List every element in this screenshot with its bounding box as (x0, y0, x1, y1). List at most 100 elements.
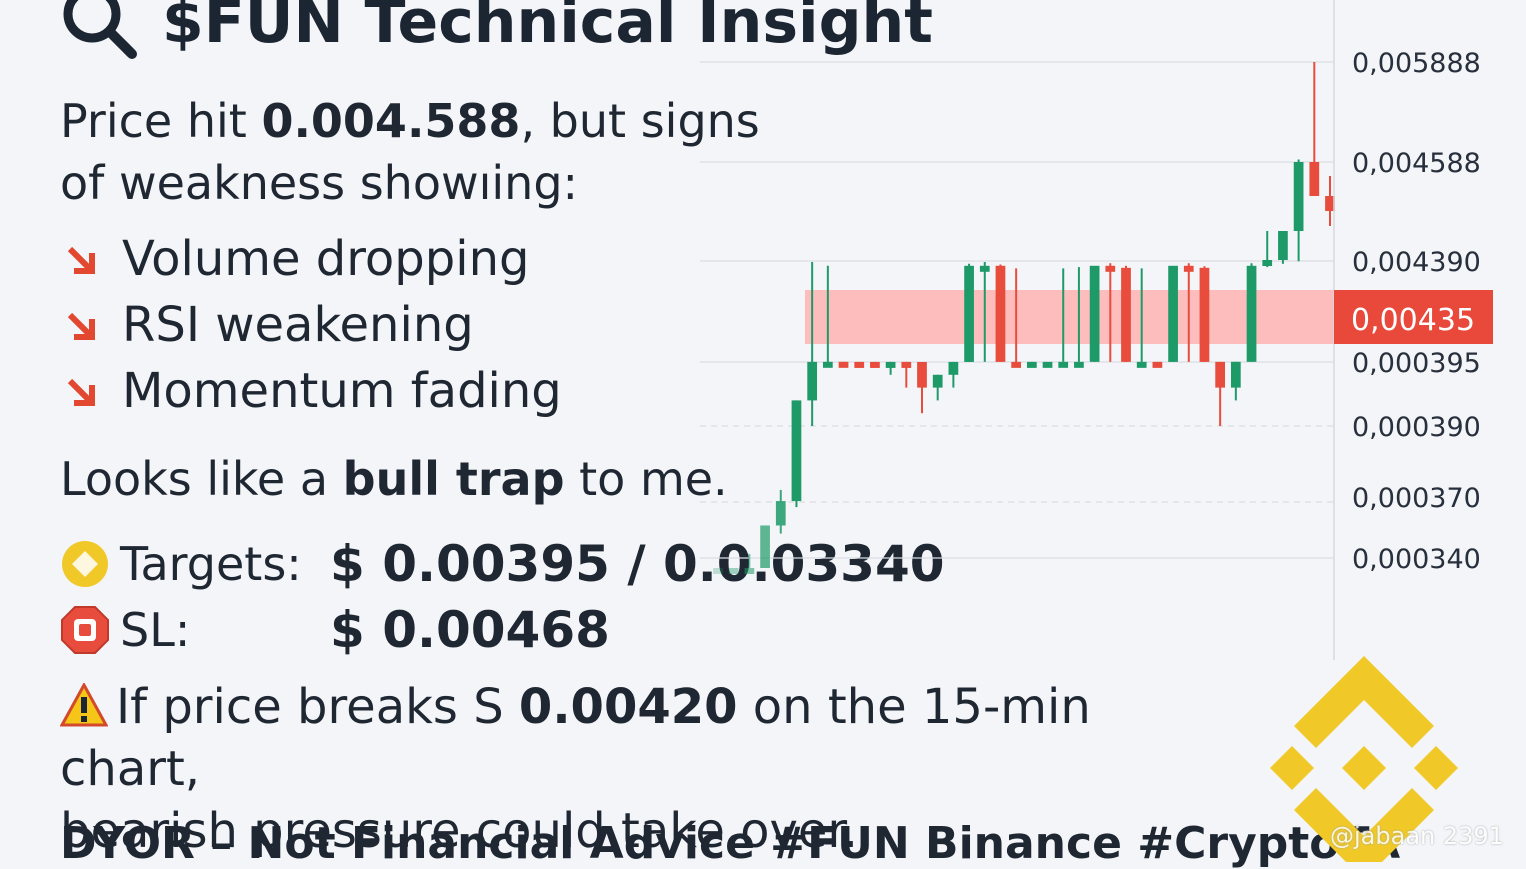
candle (1152, 361, 1163, 368)
y-tick-label: 0,004588 (1352, 148, 1481, 179)
price-tag-box (1334, 290, 1493, 344)
candle-body (1293, 162, 1304, 231)
stoploss-value: $ 0.00468 (330, 601, 610, 659)
trap-bold: bull trap (342, 452, 565, 506)
candle-body (1136, 361, 1147, 368)
candle (1074, 267, 1084, 368)
candle (1215, 361, 1226, 426)
candles-group (713, 62, 1335, 574)
signal-text: Momentum fading (122, 363, 562, 419)
candle-body (760, 525, 770, 568)
warning-text: If price breaks S 0.00420 on the 15-min … (59, 676, 1210, 862)
candle (1199, 266, 1210, 362)
candle-body (1168, 265, 1178, 362)
candle-body (1278, 231, 1288, 260)
candle-body (948, 361, 959, 375)
logo-right (1414, 746, 1458, 790)
candle-body (1262, 260, 1273, 266)
y-tick-label: 0,000370 (1352, 483, 1481, 514)
stop-sign-icon (61, 606, 109, 654)
candle-body (885, 361, 896, 368)
candle-body (1074, 361, 1084, 368)
intro-text: Price hit 0.004.588, but signs of weakne… (60, 90, 780, 214)
candle (1058, 268, 1069, 368)
candle (1121, 265, 1131, 362)
candle (807, 262, 818, 426)
title-text: $FUN Technical Insight (162, 0, 933, 57)
watermark: @jabaan 2391 (1330, 822, 1504, 850)
candle-body (964, 265, 974, 362)
candle (1230, 361, 1241, 401)
y-tick-label: 0,000395 (1352, 348, 1481, 379)
signal-item: Volume dropping (60, 226, 562, 292)
candle-body (807, 361, 818, 401)
y-tick-label: 0,004390 (1352, 247, 1481, 278)
candle (822, 265, 833, 368)
candle (932, 374, 943, 401)
candle-body (1199, 267, 1210, 362)
candle-body (979, 265, 990, 272)
candle (1309, 62, 1320, 196)
candle (1026, 361, 1037, 368)
candle (713, 568, 723, 574)
stoploss-label: SL: (120, 603, 191, 657)
candle-body (1230, 361, 1241, 388)
candle-body (1089, 265, 1100, 362)
candle (744, 553, 755, 574)
candle (1011, 268, 1022, 368)
candle (1168, 265, 1178, 362)
targets-value: $ 0.00395 / 0.0.03340 (330, 535, 945, 593)
y-tick-label: 0,005888 (1352, 48, 1481, 79)
candle-body (917, 362, 927, 388)
warning-prefix: If price breaks S (116, 679, 519, 735)
y-tick-labels: 0,005888 0,004588 0,004390 0,000395 0,000390… (1352, 48, 1481, 575)
logo-left (1270, 746, 1314, 790)
price-tag-label: 0,00435 (1351, 303, 1475, 338)
y-tick-label: 0,000390 (1352, 412, 1481, 443)
page-title: $FUN Technical Insight (60, 0, 933, 62)
candle (917, 361, 927, 414)
candle-body (1058, 361, 1069, 368)
candle (1136, 268, 1147, 368)
warning-level: 0.00420 (518, 679, 738, 735)
warning-line2: bearish pressure could take over. (60, 803, 858, 859)
y-tick-label: 0,000340 (1352, 544, 1481, 575)
signal-item: RSI weakening (60, 292, 562, 358)
signal-text: Volume dropping (122, 231, 530, 287)
candle-body (932, 374, 943, 388)
candle-body (1011, 361, 1022, 368)
logo-bottom-chevron (1294, 788, 1434, 862)
candle-body (744, 568, 755, 574)
candle (1246, 263, 1257, 362)
binance-coin-icon (62, 541, 108, 587)
signal-list: Volume dropping RSI weakening Momentum f… (60, 226, 562, 424)
candle (1293, 159, 1304, 262)
down-right-arrow-icon (67, 312, 95, 340)
down-right-arrow-icon (67, 378, 95, 406)
resistance-zone (805, 290, 1335, 344)
candle-body (791, 400, 802, 502)
candle-body (995, 265, 1006, 362)
targets-row: Targets: $ 0.00395 / 0.0.03340 (60, 532, 945, 596)
candle (870, 361, 880, 368)
footer-hashtags: DYOR – Not Financial Advice #FUN Binance… (60, 818, 1401, 869)
logo-center (1342, 746, 1386, 790)
candle (885, 361, 896, 375)
current-price-tag: 0,00435 (1334, 290, 1493, 344)
candle (995, 264, 1006, 362)
intro-line2: of weakness showıing: (60, 156, 579, 210)
intro-suffix: , but signs (520, 94, 760, 148)
candle (1089, 265, 1100, 362)
candle-body (1183, 265, 1194, 272)
intro-price: 0.004.588 (261, 94, 521, 148)
magnifier-icon (63, 0, 137, 59)
candle-body (1121, 267, 1131, 362)
candle-body (838, 361, 849, 368)
down-right-arrow-icon (67, 246, 95, 274)
candle (1278, 231, 1288, 264)
candle (901, 361, 912, 388)
candle (979, 262, 990, 362)
candle-body (713, 568, 723, 574)
candle (948, 361, 959, 388)
